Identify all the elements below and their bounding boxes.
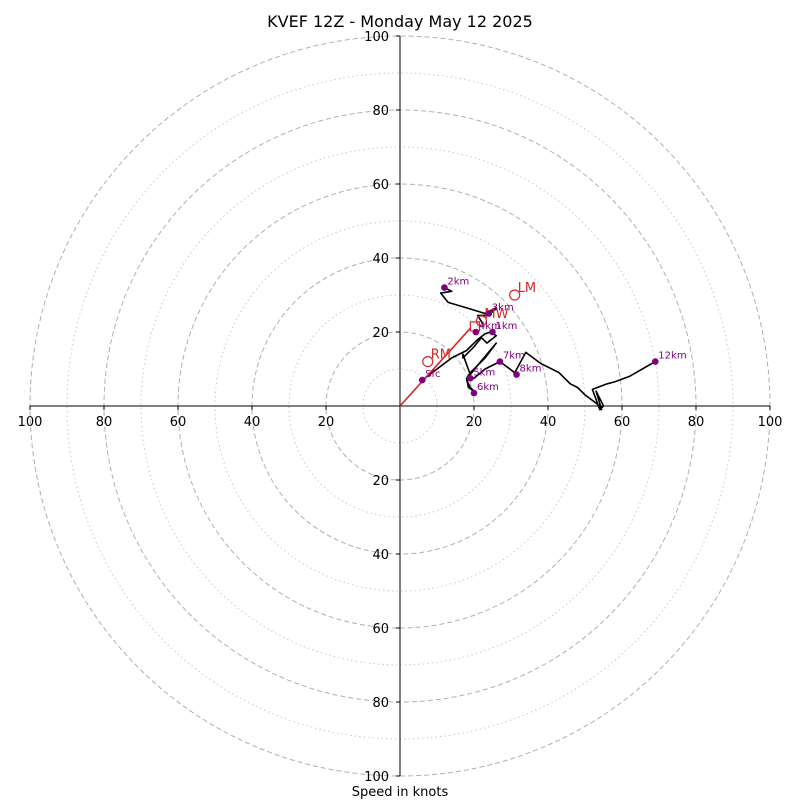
y-tick-label: 20 [372,474,389,489]
height-label-1km: 1km [496,321,518,332]
height-marker-8km [513,371,520,378]
height-label-3km: 3km [492,303,514,314]
y-tick-label: 80 [372,104,389,119]
rm-marker [422,356,434,368]
height-label-6km: 6km [477,382,499,393]
height-marker-sfc [418,376,426,384]
height-label-5km: 5km [473,367,495,378]
x-tick-label: 20 [318,415,335,430]
height-label-2km: 2km [447,277,469,288]
x-tick-label: 100 [18,415,43,430]
y-tick-label: 80 [372,696,389,711]
y-tick-label: 100 [364,30,389,45]
height-label-4km: 4km [479,321,501,332]
rm-label: RM [431,348,451,363]
chart-title: KVEF 12Z - Monday May 12 2025 [267,12,533,31]
height-marker-12km [652,358,659,365]
x-axis-label: Speed in knots [352,785,449,800]
height-marker-5km [467,374,474,382]
height-label-12km: 12km [658,351,686,362]
height-marker-7km [496,358,504,365]
wind-trace-line-upper [439,286,498,326]
height-marker-2km [441,284,448,291]
x-tick-label: 20 [466,415,483,430]
y-tick-label: 40 [372,548,389,563]
y-tick-label: 60 [372,622,389,637]
tick-labels: 100 80 60 40 20 20 40 60 80 100 100 80 60 40 20 20 40 60 8… [18,30,783,785]
wind-traces [421,286,656,411]
y-tick-label: 20 [372,326,389,341]
x-tick-label: 40 [244,415,261,430]
y-tick-label: 60 [372,178,389,193]
height-label-sfc: Sfc [425,369,440,380]
y-tick-label: 40 [372,252,389,267]
x-tick-label: 40 [540,415,557,430]
height-marker-3km [485,310,493,317]
x-tick-label: 80 [96,415,113,430]
height-markers: Sfc 1km 2km 3km 4km 5km 6km 7km 8km 12km [418,277,687,397]
mw-marker [475,315,487,327]
storm-motion-vector [399,327,471,407]
x-tick-label: 80 [688,415,705,430]
wind-trace-line [421,331,656,411]
x-tick-label: 100 [758,415,783,430]
lm-label: LM [518,281,536,296]
y-tick-label: 100 [364,770,389,785]
height-marker-4km [472,328,480,336]
x-tick-label: 60 [614,415,631,430]
x-tick-label: 60 [170,415,187,430]
height-label-8km: 8km [520,364,542,375]
height-marker-6km [470,389,478,397]
height-marker-1km [489,328,496,336]
lm-marker [509,289,521,301]
height-label-7km: 7km [503,351,525,362]
